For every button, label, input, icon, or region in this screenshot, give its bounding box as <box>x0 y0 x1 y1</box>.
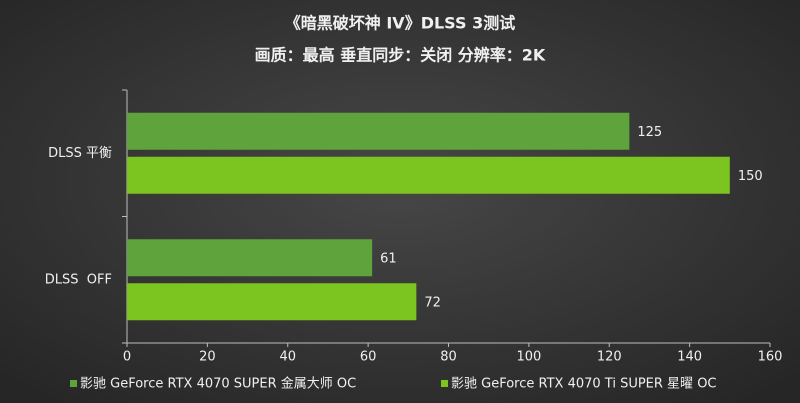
x-tick-label: 60 <box>360 350 377 365</box>
chart-subtitle: 画质：最高 垂直同步：关闭 分辨率：2K <box>255 46 546 65</box>
bar <box>127 239 373 277</box>
x-tick-label: 120 <box>597 350 622 365</box>
x-tick-label: 20 <box>199 350 216 365</box>
legend-label: 影驰 GeForce RTX 4070 SUPER 金属大师 OC <box>80 376 356 392</box>
value-label: 72 <box>424 295 441 310</box>
legend-swatch <box>70 380 77 387</box>
x-tick-label: 80 <box>440 350 457 365</box>
legend-swatch <box>441 380 448 387</box>
category-label: DLSS 平衡 <box>48 146 112 161</box>
bar <box>127 283 417 321</box>
legend-label: 影驰 GeForce RTX 4070 Ti SUPER 星曜 OC <box>451 377 717 392</box>
x-tick-label: 100 <box>516 350 541 365</box>
x-tick-label: 140 <box>677 350 702 365</box>
bar <box>127 156 730 194</box>
category-label: DLSS OFF <box>45 272 112 287</box>
bar <box>127 112 630 150</box>
x-tick-label: 160 <box>758 350 783 365</box>
chart-title: 《暗黑破坏神 IV》DLSS 3测试 <box>285 14 515 33</box>
x-tick-label: 0 <box>123 350 131 365</box>
x-tick-label: 40 <box>279 350 296 365</box>
value-label: 125 <box>637 125 662 140</box>
value-label: 61 <box>380 251 397 266</box>
value-label: 150 <box>738 169 763 184</box>
